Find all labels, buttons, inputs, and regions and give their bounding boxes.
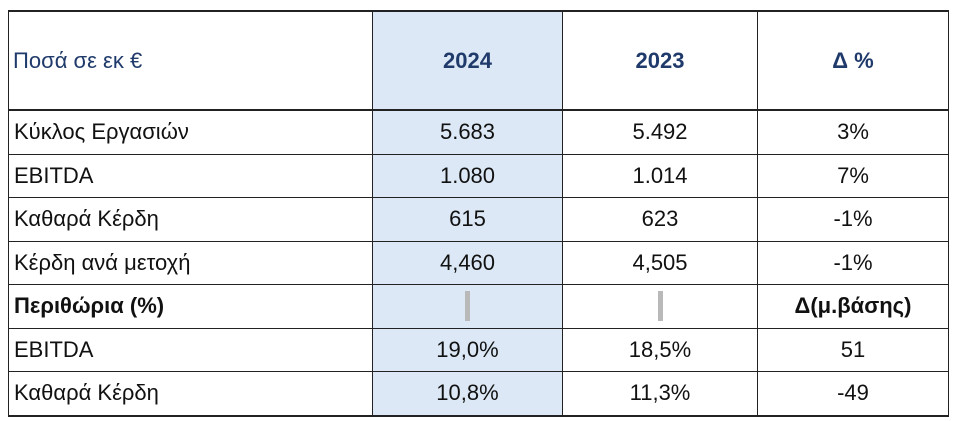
cell-2023: 1.014 [562, 154, 758, 198]
marker-bar [465, 291, 470, 322]
table-row: Κέρδη ανά μετοχή 4,460 4,505 -1% [8, 241, 949, 285]
cell-2024: 19,0% [372, 328, 563, 372]
cell-delta: -1% [757, 197, 949, 242]
row-label: Κέρδη ανά μετοχή [8, 241, 373, 285]
table-row: Καθαρά Κέρδη 615 623 -1% [8, 197, 949, 242]
header-2024: 2024 [372, 10, 563, 111]
section-header-row: Περιθώρια (%) Δ(μ.βάσης) [8, 284, 949, 329]
row-label: EBITDA [8, 154, 373, 198]
header-label: Ποσά σε εκ € [8, 10, 373, 111]
cell-delta: 51 [757, 328, 949, 372]
cell-2023: 11,3% [562, 371, 758, 417]
cell-2024: 4,460 [372, 241, 563, 285]
section-cell-2023 [562, 284, 758, 329]
row-label: Καθαρά Κέρδη [8, 371, 373, 417]
cell-2023: 18,5% [562, 328, 758, 372]
row-label: EBITDA [8, 328, 373, 372]
header-delta: Δ % [757, 10, 949, 111]
cell-2023: 4,505 [562, 241, 758, 285]
table-row: Καθαρά Κέρδη 10,8% 11,3% -49 [8, 371, 949, 417]
cell-delta: 7% [757, 154, 949, 198]
cell-delta: -49 [757, 371, 949, 417]
cell-2023: 5.492 [562, 110, 758, 155]
table-row: Κύκλος Εργασιών 5.683 5.492 3% [8, 110, 949, 155]
row-label: Κύκλος Εργασιών [8, 110, 373, 155]
cell-delta: -1% [757, 241, 949, 285]
table-row: EBITDA 1.080 1.014 7% [8, 154, 949, 198]
section-label: Περιθώρια (%) [8, 284, 373, 329]
cell-2024: 10,8% [372, 371, 563, 417]
section-delta: Δ(μ.βάσης) [757, 284, 949, 329]
marker-bar [657, 291, 663, 322]
cell-2024: 1.080 [372, 154, 563, 198]
cell-delta: 3% [757, 110, 949, 155]
cell-2023: 623 [562, 197, 758, 242]
cell-2024: 5.683 [372, 110, 563, 155]
table-row: EBITDA 19,0% 18,5% 51 [8, 328, 949, 372]
header-2023: 2023 [562, 10, 758, 111]
financial-summary-table: Ποσά σε εκ € 2024 2023 Δ % Κύκλος Εργασι… [8, 10, 949, 417]
section-cell-2024 [372, 284, 563, 329]
table-header-row: Ποσά σε εκ € 2024 2023 Δ % [8, 10, 949, 111]
cell-2024: 615 [372, 197, 563, 242]
row-label: Καθαρά Κέρδη [8, 197, 373, 242]
